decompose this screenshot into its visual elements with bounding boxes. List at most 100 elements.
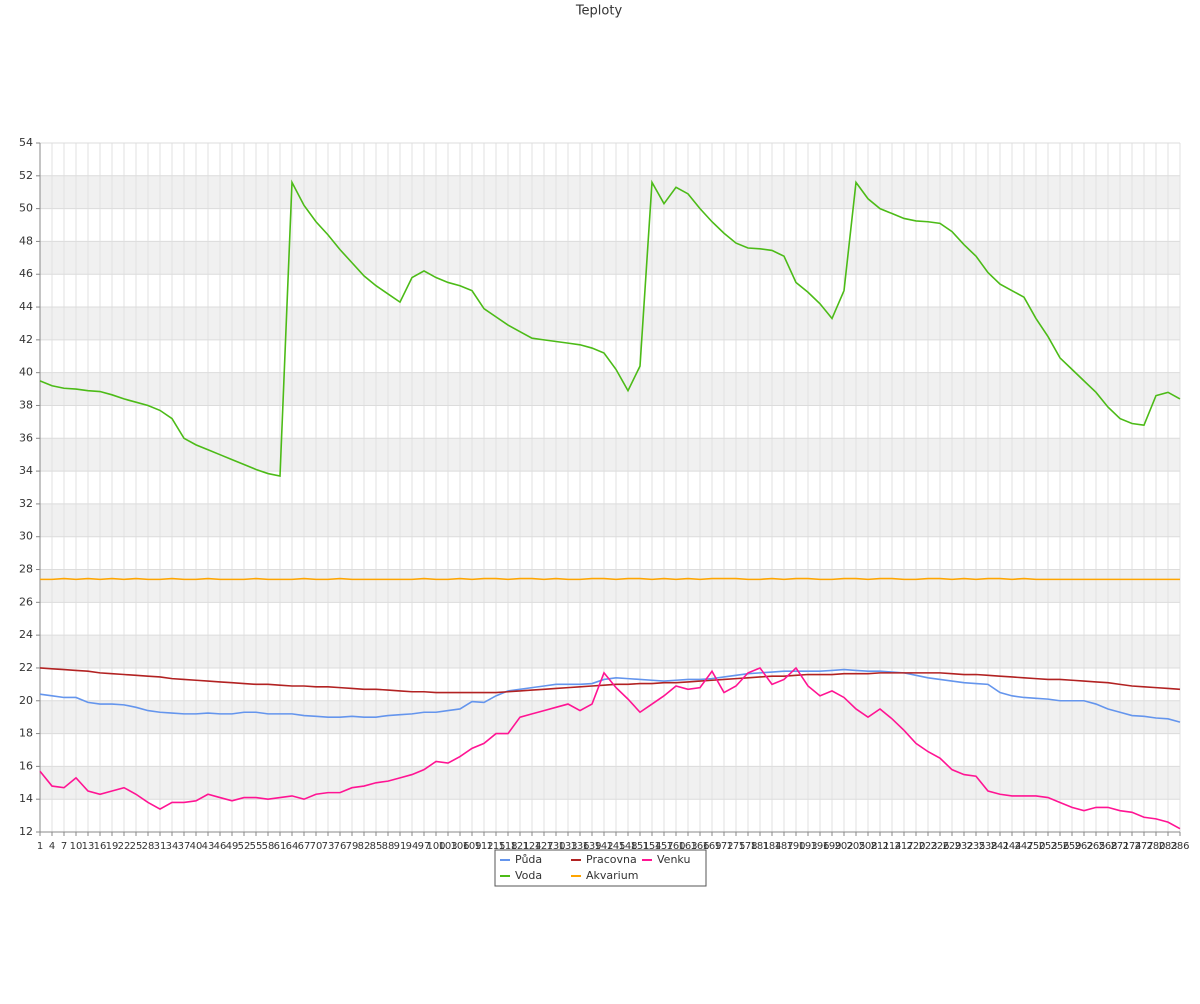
x-tick-label: 58	[262, 841, 275, 852]
legend-label: Pracovna	[586, 853, 637, 866]
y-tick-label: 12	[19, 825, 33, 838]
x-tick-label: 139	[582, 841, 601, 852]
x-tick-label: 115	[486, 841, 505, 852]
chart-title: Teploty	[575, 4, 623, 19]
x-tick-label: 82	[358, 841, 371, 852]
x-tick-label: 124	[522, 841, 541, 852]
x-tick-label: 262	[1074, 841, 1093, 852]
x-tick-label: 163	[678, 841, 697, 852]
x-tick-label: 223	[918, 841, 937, 852]
y-tick-label: 28	[19, 563, 33, 576]
x-tick-label: 283	[1158, 841, 1177, 852]
x-tick-label: 73	[322, 841, 335, 852]
x-tick-label: 184	[762, 841, 781, 852]
grid-band	[40, 569, 1180, 603]
x-tick-label: 70	[310, 841, 323, 852]
grid-band	[40, 175, 1180, 209]
y-tick-label: 38	[19, 398, 33, 411]
y-tick-label: 14	[19, 792, 33, 805]
grid-band	[40, 438, 1180, 472]
x-tick-label: 43	[202, 841, 215, 852]
x-tick-label: 172	[714, 841, 733, 852]
x-tick-label: 121	[510, 841, 529, 852]
x-tick-label: 4	[49, 841, 55, 852]
x-tick-label: 259	[1062, 841, 1081, 852]
series-line	[39, 668, 1181, 723]
y-tick-label: 36	[19, 431, 33, 444]
y-tick-label: 26	[19, 595, 33, 608]
x-tick-label: 160	[666, 841, 685, 852]
x-tick-label: 1	[37, 841, 43, 852]
x-tick-label: 16	[94, 841, 107, 852]
y-tick-label: 20	[19, 694, 33, 707]
x-tick-label: 46	[214, 841, 227, 852]
x-tick-label: 208	[858, 841, 877, 852]
x-tick-label: 61	[274, 841, 287, 852]
x-tick-label: 211	[870, 841, 889, 852]
x-tick-label: 277	[1134, 841, 1153, 852]
y-tick-label: 18	[19, 727, 33, 740]
y-tick-label: 44	[19, 300, 33, 313]
series-line	[39, 666, 1181, 830]
x-tick-label: 145	[606, 841, 625, 852]
x-tick-label: 154	[642, 841, 661, 852]
x-tick-label: 31	[154, 841, 167, 852]
y-tick-label: 22	[19, 661, 33, 674]
y-tick-label: 32	[19, 497, 33, 510]
y-tick-label: 50	[19, 202, 33, 215]
x-tick-label: 280	[1146, 841, 1165, 852]
x-tick-label: 157	[654, 841, 673, 852]
x-tick-label: 142	[594, 841, 613, 852]
legend-box	[494, 849, 707, 887]
x-tick-label: 181	[750, 841, 769, 852]
grid-band	[40, 635, 1180, 668]
x-tick-label: 130	[546, 841, 565, 852]
x-tick-label: 253	[1038, 841, 1057, 852]
x-tick-label: 37	[178, 841, 191, 852]
y-tick-label: 46	[19, 267, 33, 280]
x-tick-label: 7	[61, 841, 67, 852]
x-tick-label: 226	[930, 841, 949, 852]
x-tick-label: 235	[966, 841, 985, 852]
x-tick-label: 166	[690, 841, 709, 852]
x-tick-label: 85	[370, 841, 383, 852]
x-tick-label: 76	[334, 841, 347, 852]
x-tick-label: 25	[130, 841, 143, 852]
x-tick-label: 178	[738, 841, 757, 852]
y-tick-label: 24	[19, 628, 33, 641]
x-tick-label: 247	[1014, 841, 1033, 852]
y-tick-label: 48	[19, 234, 33, 247]
x-tick-label: 274	[1122, 841, 1141, 852]
y-tick-label: 16	[19, 759, 33, 772]
x-tick-label: 112	[474, 841, 493, 852]
grid-band	[40, 372, 1180, 406]
y-tick-label: 42	[19, 333, 33, 346]
x-tick-label: 91	[394, 841, 407, 852]
x-tick-label: 244	[1002, 841, 1021, 852]
x-tick-label: 133	[558, 841, 577, 852]
x-tick-label: 196	[810, 841, 829, 852]
x-tick-label: 250	[1026, 841, 1045, 852]
x-tick-label: 199	[822, 841, 841, 852]
y-tick-label: 30	[19, 530, 33, 543]
x-tick-label: 97	[418, 841, 431, 852]
x-tick-label: 103	[438, 841, 457, 852]
x-tick-label: 34	[166, 841, 179, 852]
x-tick-label: 205	[846, 841, 865, 852]
x-tick-label: 19	[106, 841, 119, 852]
x-tick-label: 10	[70, 841, 83, 852]
series-line	[39, 179, 1181, 477]
x-tick-label: 40	[190, 841, 203, 852]
x-tick-label: 232	[954, 841, 973, 852]
y-tick-label: 52	[19, 169, 33, 182]
x-tick-label: 67	[298, 841, 311, 852]
x-tick-label: 175	[726, 841, 745, 852]
x-tick-label: 256	[1050, 841, 1069, 852]
x-tick-label: 214	[882, 841, 901, 852]
x-tick-label: 190	[786, 841, 805, 852]
x-tick-label: 118	[498, 841, 517, 852]
y-tick-label: 34	[19, 464, 33, 477]
x-tick-label: 64	[286, 841, 299, 852]
series-line	[39, 667, 1181, 694]
